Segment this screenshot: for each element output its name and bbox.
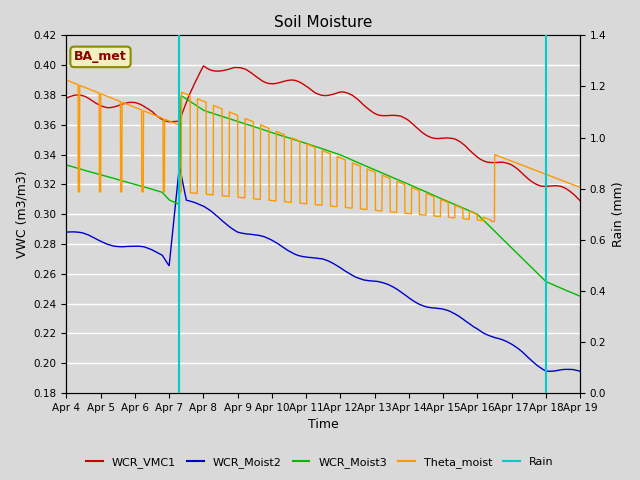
Legend: WCR_VMC1, WCR_Moist2, WCR_Moist3, Theta_moist, Rain: WCR_VMC1, WCR_Moist2, WCR_Moist3, Theta_…: [82, 452, 558, 472]
Y-axis label: Rain (mm): Rain (mm): [612, 181, 625, 247]
Y-axis label: VWC (m3/m3): VWC (m3/m3): [15, 170, 28, 258]
Text: BA_met: BA_met: [74, 50, 127, 63]
X-axis label: Time: Time: [308, 419, 339, 432]
Title: Soil Moisture: Soil Moisture: [274, 15, 372, 30]
